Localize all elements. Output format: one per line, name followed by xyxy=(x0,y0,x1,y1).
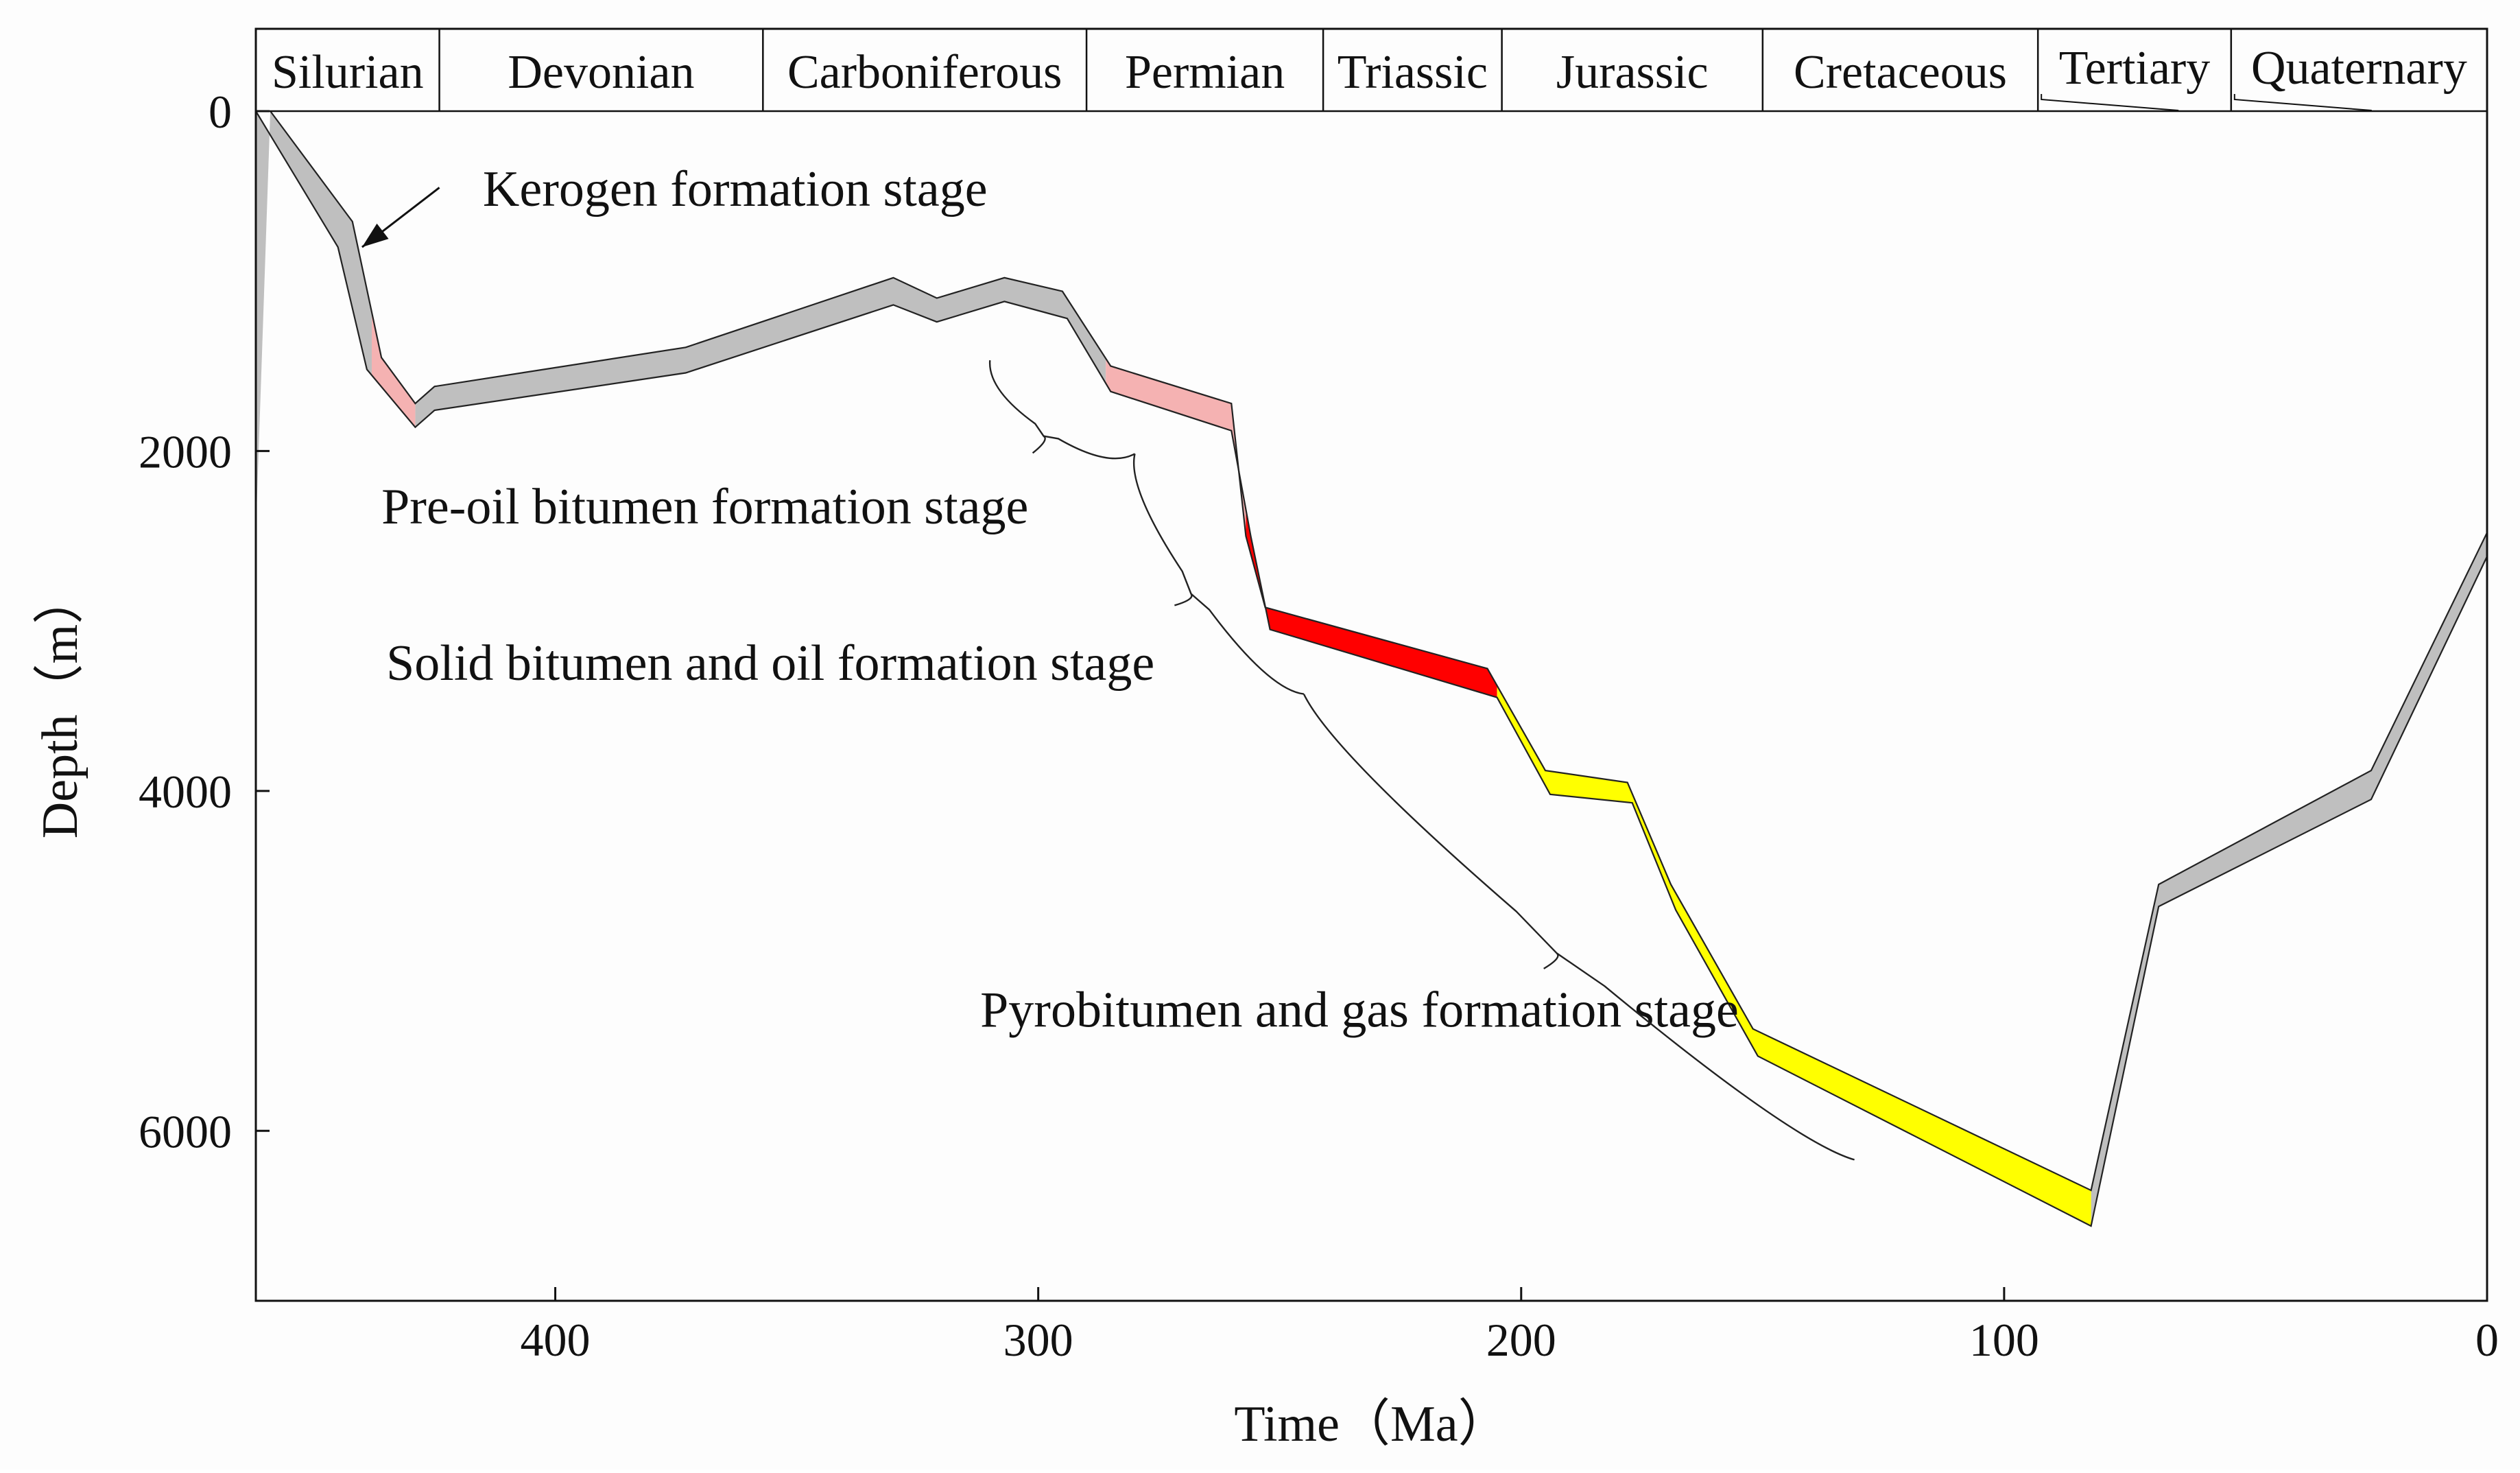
annotation-layer: Kerogen formation stage Pre-oil bitumen f… xyxy=(361,161,1855,1161)
axes-layer: 400 300 200 100 0 0 2000 4000 6000 Time（Ma） Depth（… xyxy=(32,27,2499,1452)
x-axis-label: Time（Ma） xyxy=(1234,1396,1508,1452)
stage-band-pre-oil-bitumen-formation-stage-0 xyxy=(372,312,416,427)
stage-bracket-1 xyxy=(1132,453,1305,695)
period-label: Triassic xyxy=(1338,46,1488,99)
stage-annotation: Pyrobitumen and gas formation stage xyxy=(980,982,1739,1038)
period-label: Carboniferous xyxy=(787,46,1062,99)
stage-band-kerogen-formation-stage-2 xyxy=(2091,532,2487,1226)
stage-annotation: Solid bitumen and oil formation stage xyxy=(386,635,1154,692)
band-top-outline xyxy=(270,110,2488,1192)
stage-band-solid-bitumen-and-oil-formation-stage-0 xyxy=(1246,509,1497,698)
y-axis-label: Depth（m） xyxy=(32,574,88,838)
y-tick-label: 6000 xyxy=(139,1105,232,1157)
period-label: Cretaceous xyxy=(1794,46,2007,99)
y-tick-label: 0 xyxy=(209,86,232,138)
period-label: Silurian xyxy=(272,46,424,99)
x-tick-label: 0 xyxy=(2475,1314,2499,1366)
stage-annotation: Kerogen formation stage xyxy=(483,161,988,217)
period-label: Tertiary xyxy=(2059,42,2211,95)
stage-band-kerogen-formation-stage-1 xyxy=(415,277,1106,427)
stage-band-pyrobitumen-and-gas-formation-stage-0 xyxy=(1497,685,2091,1226)
y-tick-label: 2000 xyxy=(139,425,232,478)
x-tick-label: 300 xyxy=(1003,1314,1073,1366)
period-label: Quaternary xyxy=(2251,42,2467,95)
stage-band-pre-oil-bitumen-formation-stage-1 xyxy=(1106,358,1246,537)
period-header: Silurian Devonian Carboniferous Permian Tria… xyxy=(256,29,2487,113)
period-label: Permian xyxy=(1125,46,1285,99)
period-label: Jurassic xyxy=(1556,46,1709,99)
stage-bracket-0 xyxy=(989,360,1136,460)
x-tick-label: 100 xyxy=(1969,1314,2039,1366)
burial-band-layer xyxy=(255,110,2488,1227)
stage-band-kerogen-formation-stage-0 xyxy=(256,111,372,533)
period-label: Devonian xyxy=(508,46,694,99)
x-tick-label: 400 xyxy=(521,1314,591,1366)
stage-annotation: Pre-oil bitumen formation stage xyxy=(381,479,1028,535)
period-slant-line xyxy=(2041,94,2179,111)
y-tick-label: 4000 xyxy=(139,766,232,818)
x-tick-label: 200 xyxy=(1486,1314,1556,1366)
band-bottom-outline xyxy=(255,110,2488,1227)
kerogen-arrow-head xyxy=(361,223,389,248)
stage-bracket-2 xyxy=(1303,694,1855,1161)
period-slant-line xyxy=(2233,94,2372,111)
